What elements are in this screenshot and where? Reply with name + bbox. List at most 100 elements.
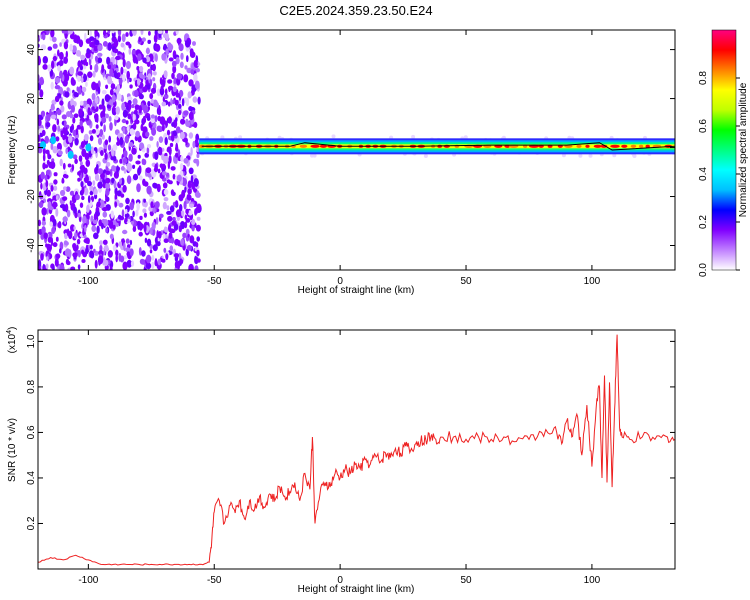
- noise-cell: [146, 116, 151, 121]
- noise-cell: [169, 205, 175, 213]
- noise-cell: [195, 224, 201, 232]
- noise-cell: [187, 91, 192, 99]
- noise-cell: [94, 39, 100, 46]
- noise-cell: [195, 68, 200, 73]
- noise-cell: [38, 219, 41, 227]
- snr-y-scale: (x104): [6, 327, 18, 354]
- noise-cell: [115, 55, 121, 61]
- noise-cell: [96, 225, 100, 234]
- noise-cell: [108, 116, 112, 122]
- noise-cell: [45, 122, 51, 128]
- noise-cell: [51, 36, 57, 43]
- noise-cell: [119, 178, 122, 185]
- noise-cell: [105, 84, 109, 90]
- noise-cell: [132, 54, 136, 59]
- noise-cell: [109, 265, 113, 270]
- noise-cell: [91, 81, 97, 91]
- noise-cell: [54, 77, 61, 84]
- noise-cell: [83, 234, 87, 239]
- signal-halo-cell: [588, 153, 593, 158]
- noise-cell: [93, 213, 97, 221]
- noise-cell: [151, 261, 155, 269]
- noise-cell: [171, 60, 177, 68]
- colorbar-label: Normalized spectral amplitude: [738, 82, 749, 217]
- signal-hot-cell: [319, 144, 327, 148]
- noise-cell: [58, 59, 64, 67]
- noise-cell: [69, 66, 75, 75]
- noise-cell: [47, 46, 53, 51]
- noise-hot-cell: [50, 136, 57, 145]
- noise-cell: [42, 153, 46, 162]
- noise-cell: [130, 220, 134, 225]
- noise-cell: [175, 200, 179, 206]
- noise-cell: [146, 185, 152, 195]
- noise-cell: [196, 258, 201, 263]
- noise-cell: [83, 187, 89, 196]
- noise-cell: [123, 69, 128, 74]
- colorbar: 0.0 0.2 0.4 0.6 0.8 Normalized spectral ampl…: [698, 29, 749, 277]
- noise-cell: [52, 264, 55, 270]
- noise-cell: [168, 180, 173, 185]
- noise-cell: [94, 30, 98, 37]
- x-tick-label: 0: [337, 575, 343, 586]
- noise-cell: [109, 122, 113, 131]
- noise-cell: [194, 255, 198, 264]
- signal-line: [201, 142, 675, 151]
- signal-halo-cell: [331, 134, 336, 139]
- noise-cell: [162, 182, 168, 189]
- noise-cell: [147, 73, 152, 80]
- noise-cell: [120, 166, 125, 171]
- noise-cell: [129, 239, 133, 246]
- noise-cell: [178, 43, 184, 52]
- spectrogram-noise-cells: [38, 30, 202, 270]
- noise-cell: [72, 117, 76, 124]
- noise-cell: [126, 105, 129, 111]
- noise-cell: [131, 49, 137, 57]
- noise-cell: [188, 106, 193, 112]
- noise-cell: [191, 225, 195, 232]
- noise-cell: [70, 224, 75, 232]
- noise-cell: [65, 258, 70, 265]
- noise-cell: [45, 243, 48, 248]
- noise-cell: [158, 231, 162, 239]
- noise-cell: [74, 232, 77, 239]
- noise-cell: [81, 148, 87, 157]
- noise-cell: [94, 259, 98, 269]
- noise-cell: [115, 249, 119, 257]
- noise-cell: [193, 59, 198, 68]
- noise-cell: [120, 193, 125, 198]
- noise-cell: [56, 142, 63, 152]
- noise-cell: [76, 238, 81, 245]
- signal-halo-cell: [632, 154, 637, 158]
- noise-cell: [77, 264, 81, 270]
- noise-cell: [52, 242, 58, 248]
- noise-cell: [187, 180, 192, 189]
- noise-cell: [80, 125, 84, 134]
- y-tick-label: 0.6: [26, 425, 37, 439]
- noise-cell: [89, 185, 94, 192]
- noise-cell: [128, 153, 133, 162]
- noise-cell: [187, 233, 190, 238]
- noise-cell: [101, 134, 105, 140]
- noise-cell: [161, 53, 167, 61]
- noise-cell: [93, 248, 96, 253]
- x-tick-label: -100: [78, 575, 98, 586]
- noise-cell: [142, 86, 148, 93]
- snr-y-scale-exponent: 4: [6, 330, 13, 334]
- noise-cell: [153, 167, 159, 173]
- y-tick-label: -40: [26, 238, 37, 253]
- noise-cell: [188, 203, 195, 208]
- noise-cell: [66, 111, 72, 118]
- noise-cell: [185, 97, 190, 107]
- noise-cell: [188, 263, 194, 270]
- noise-cell: [122, 184, 127, 193]
- noise-cell: [164, 88, 168, 95]
- snr-x-label: Height of straight line (km): [298, 584, 415, 595]
- noise-cell: [66, 228, 70, 237]
- noise-cell: [52, 43, 58, 49]
- noise-cell: [171, 72, 175, 80]
- noise-cell: [64, 248, 71, 257]
- noise-cell: [59, 51, 64, 61]
- noise-cell: [80, 141, 85, 149]
